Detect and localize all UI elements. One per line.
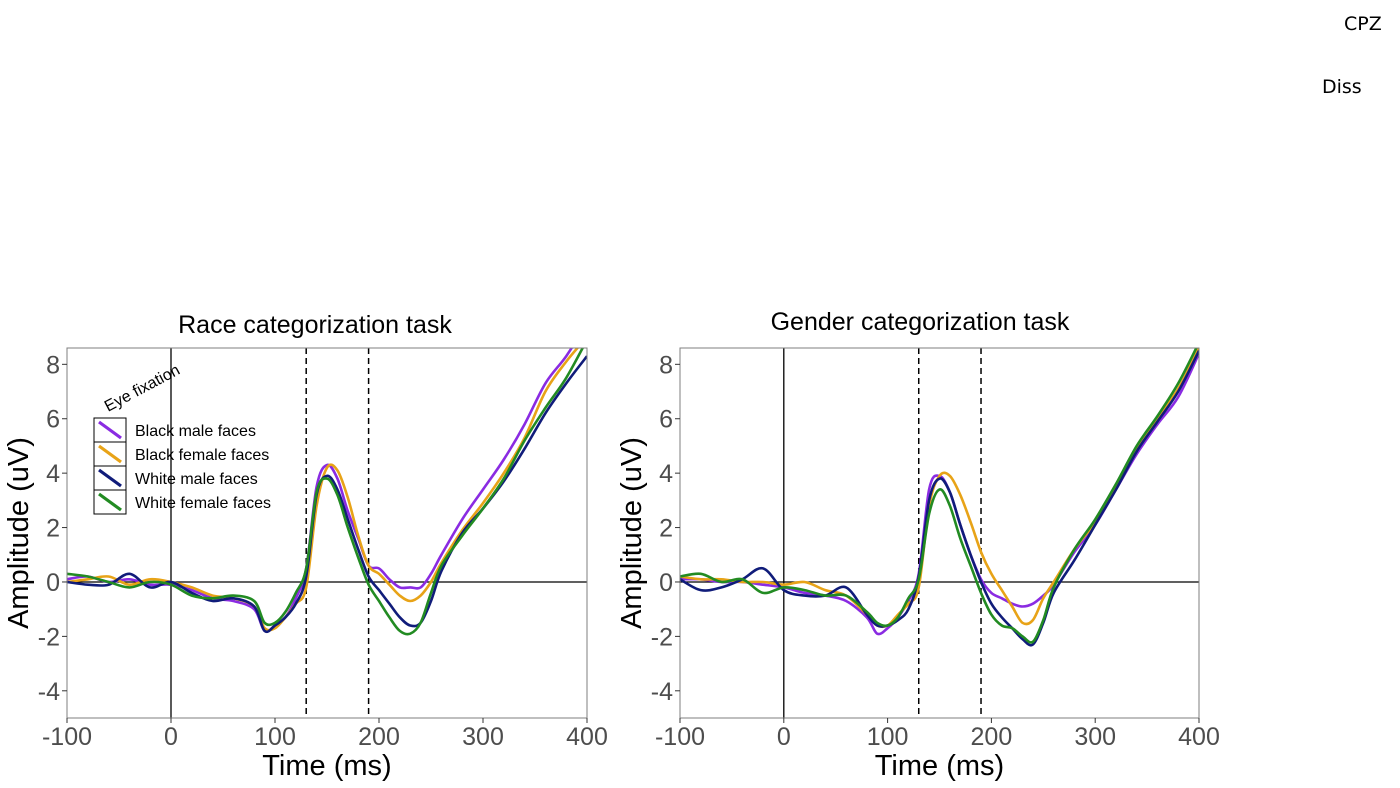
plot-frame	[679, 347, 1200, 719]
legend-label: Black male faces	[135, 423, 256, 440]
legend-label: White female faces	[135, 495, 271, 512]
electrode-label: CPZ	[1344, 13, 1382, 35]
series-line-white-female-faces	[67, 348, 585, 636]
series-group	[680, 348, 1199, 647]
y-tick-label: 6	[659, 406, 673, 434]
x-tick-label: -100	[655, 723, 705, 751]
chart-title: Race categorization task	[178, 311, 452, 339]
x-tick-label: 300	[1074, 723, 1116, 751]
x-tick-label: 300	[462, 723, 504, 751]
series-line-black-male-faces	[680, 352, 1199, 636]
x-tick-label: 100	[867, 723, 909, 751]
y-tick-label: 4	[659, 460, 673, 488]
legend-key-swatch	[98, 468, 122, 488]
y-tick-label: -4	[651, 678, 673, 706]
x-tick-label: 200	[971, 723, 1013, 751]
y-tick-label: 4	[46, 460, 60, 488]
x-axis-title: Time (ms)	[262, 750, 391, 782]
x-tick-label: -100	[42, 723, 92, 751]
series-line-black-female-faces	[67, 348, 580, 632]
y-tick-label: 8	[659, 351, 673, 379]
y-tick-label: 0	[659, 569, 673, 597]
x-tick-label: 400	[1178, 723, 1220, 751]
series-line-white-female-faces	[680, 348, 1198, 644]
legend-label: White male faces	[135, 471, 258, 488]
series-group	[67, 348, 587, 636]
y-tick-label: -2	[651, 623, 673, 651]
x-tick-label: 0	[777, 723, 791, 751]
x-tick-label: 100	[254, 723, 296, 751]
series-line-white-male-faces	[680, 350, 1199, 647]
x-tick-label: 0	[164, 723, 178, 751]
plot-frame	[66, 347, 588, 719]
legend: Black male faces Black female faces White …	[93, 417, 271, 515]
y-tick-label: -4	[38, 678, 60, 706]
chart-panel-2: Gender categorization task -100 0 100 200 300…	[616, 308, 1220, 782]
y-axis-title: Amplitude (uV)	[3, 437, 35, 629]
y-tick-label: -2	[38, 623, 60, 651]
y-tick-label: 2	[659, 515, 673, 543]
y-tick-label: 8	[46, 351, 60, 379]
y-tick-label: 0	[46, 569, 60, 597]
legend-key-swatch	[98, 492, 122, 512]
y-axis-title: Amplitude (uV)	[616, 437, 648, 629]
legend-label: Black female faces	[135, 447, 269, 464]
x-tick-label: 400	[566, 723, 608, 751]
series-line-white-male-faces	[67, 355, 587, 634]
legend-key-swatch	[98, 420, 122, 440]
condition-label: Diss	[1322, 76, 1362, 98]
x-axis-title: Time (ms)	[875, 750, 1004, 782]
y-tick-label: 6	[46, 406, 60, 434]
chart-title: Gender categorization task	[771, 308, 1070, 336]
chart-panel-1: Race categorization task-100 0 100 200 300 40…	[3, 311, 608, 782]
legend-key-swatch	[98, 444, 122, 464]
x-tick-label: 200	[358, 723, 400, 751]
y-tick-label: 2	[46, 515, 60, 543]
